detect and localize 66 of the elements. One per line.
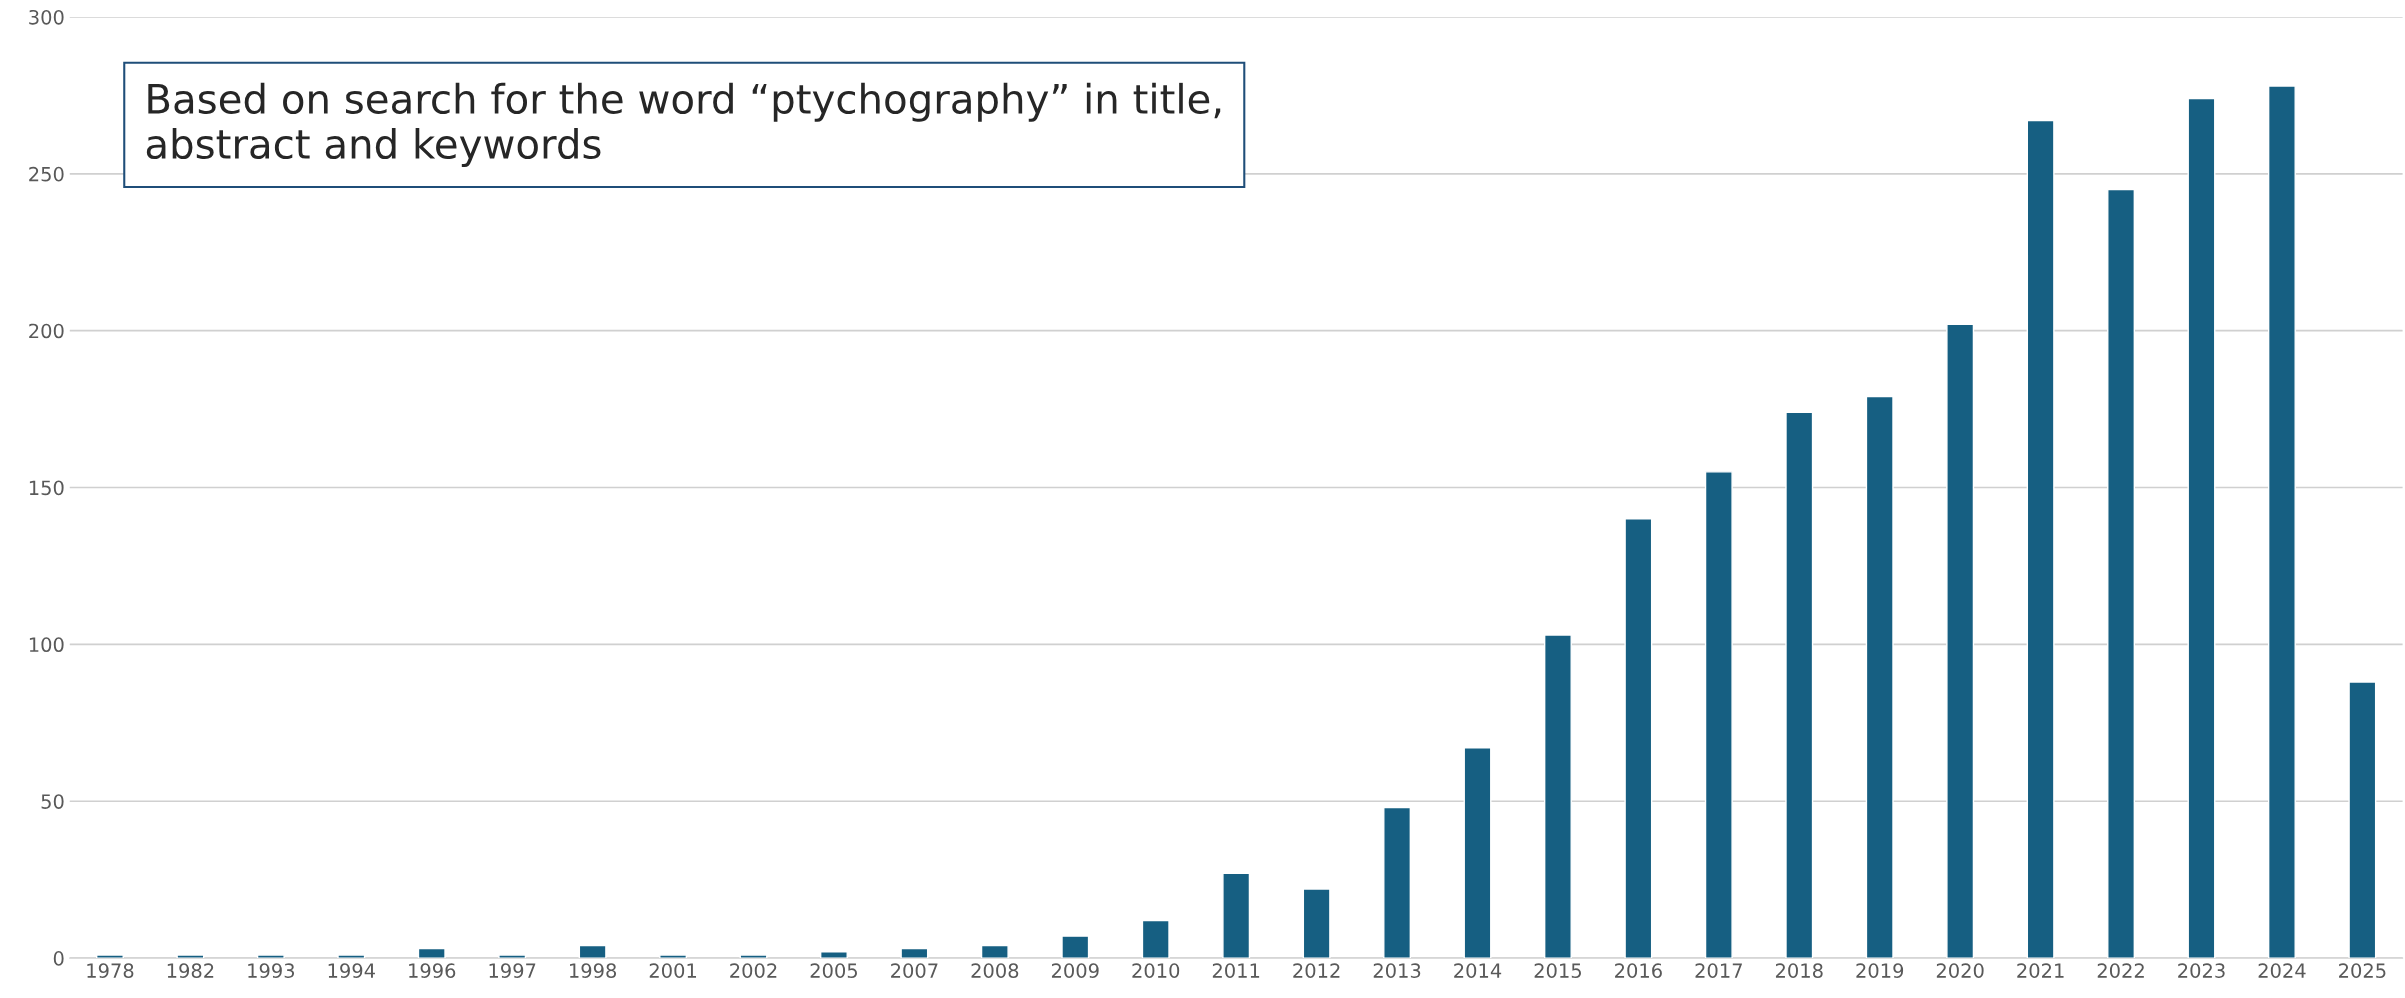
x-tick-label: 2013	[1373, 963, 1421, 978]
bar	[2348, 681, 2377, 959]
bar	[1543, 634, 1572, 959]
x-tick-label: 2001	[649, 963, 697, 978]
bar	[1141, 919, 1170, 959]
x-tick-label: 1993	[248, 963, 295, 978]
bar	[2267, 85, 2296, 959]
bar	[256, 954, 285, 959]
bar	[417, 947, 446, 959]
x-tick-label: 2012	[1293, 963, 1340, 978]
bar	[2107, 188, 2136, 959]
x-tick-label: 1994	[328, 963, 375, 978]
bar	[1463, 747, 1492, 959]
y-tick-label: 50	[41, 794, 64, 809]
bar	[1865, 395, 1894, 959]
x-tick-label: 2011	[1212, 963, 1260, 978]
bar	[739, 954, 768, 959]
y-tick-label: 150	[29, 480, 64, 496]
x-tick-label: 2023	[2178, 963, 2225, 978]
bar	[819, 951, 848, 959]
x-tick-label: 1997	[489, 963, 536, 978]
y-tick-label: 300	[29, 9, 64, 25]
y-tick-label: 200	[29, 323, 64, 339]
bar	[1704, 471, 1733, 959]
x-tick-label: 2009	[1051, 963, 1099, 978]
x-tick-label: 2016	[1615, 963, 1662, 978]
x-tick-label: 2014	[1454, 963, 1502, 978]
bar	[498, 954, 527, 959]
y-tick-label: 100	[29, 637, 64, 653]
x-tick-label: 1978	[87, 963, 134, 978]
x-tick-label: 2008	[971, 963, 1019, 978]
x-tick-label: 1998	[570, 963, 617, 978]
bar	[95, 954, 124, 959]
x-tick-label: 2019	[1856, 963, 1904, 978]
bar	[2026, 119, 2055, 959]
bar	[1383, 806, 1412, 959]
x-tick-label: 2022	[2097, 963, 2144, 978]
bar	[2187, 97, 2216, 959]
bar	[1624, 518, 1653, 959]
bar	[659, 954, 688, 959]
bar	[1061, 935, 1090, 959]
bar	[337, 954, 366, 959]
bar	[980, 944, 1009, 959]
x-tick-label: 1996	[409, 963, 456, 978]
bar	[900, 947, 929, 959]
x-tick-label: 2007	[891, 963, 938, 978]
x-tick-label: 2010	[1132, 963, 1180, 978]
x-tick-label: 2015	[1534, 963, 1581, 978]
x-tick-label: 2024	[2258, 963, 2306, 978]
bar	[1222, 872, 1251, 959]
annotation: Based on search for the word “ptychography” in title, abstract and keywords	[146, 82, 1221, 167]
x-tick-label: 2005	[810, 963, 857, 978]
x-tick-label: 2020	[1936, 963, 1984, 978]
x-tick-label: 2017	[1695, 963, 1742, 978]
x-tick-label: 2021	[2017, 963, 2064, 978]
bar	[1785, 411, 1814, 959]
x-tick-label: 2025	[2339, 963, 2386, 978]
bar	[1302, 888, 1331, 959]
bar	[578, 944, 607, 959]
y-tick-label: 250	[29, 166, 64, 182]
x-tick-label: 2018	[1775, 963, 1823, 978]
bar	[176, 954, 205, 959]
x-tick-label: 2002	[730, 963, 777, 978]
y-tick-label: 0	[53, 951, 64, 966]
x-tick-label: 1982	[167, 963, 214, 978]
bar	[1946, 323, 1975, 959]
